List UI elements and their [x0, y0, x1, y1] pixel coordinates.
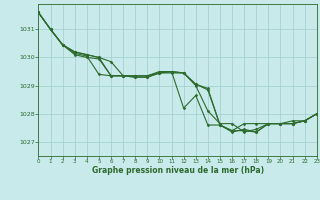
X-axis label: Graphe pression niveau de la mer (hPa): Graphe pression niveau de la mer (hPa): [92, 166, 264, 175]
